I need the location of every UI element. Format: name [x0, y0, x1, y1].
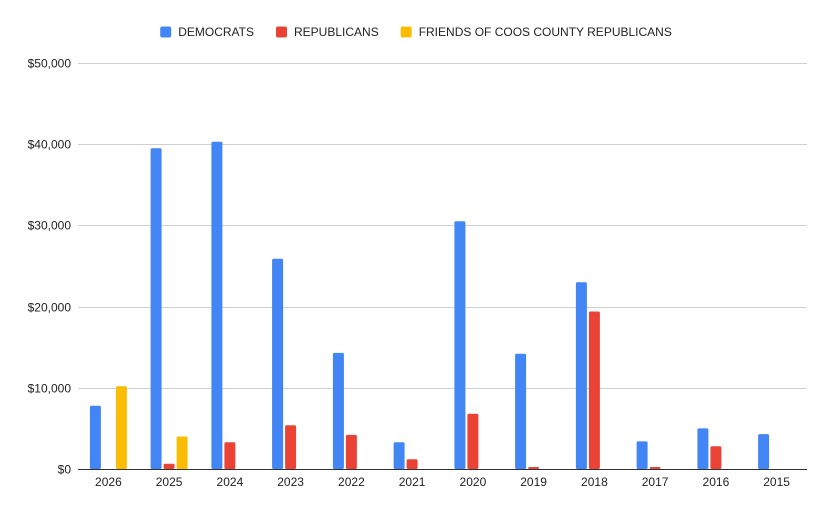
bar-democrats-2016[interactable] [697, 428, 709, 469]
x-tick-label-2015: 2015 [763, 475, 790, 489]
bars [89, 141, 770, 470]
x-tick-label-2023: 2023 [277, 475, 304, 489]
legend-swatch [400, 26, 412, 38]
y-tick-label: $10,000 [28, 382, 72, 396]
x-tick-label-2017: 2017 [642, 475, 669, 489]
bar-republicans-2020[interactable] [467, 413, 479, 469]
bar-democrats-2025[interactable] [150, 148, 162, 470]
x-tick-label-2021: 2021 [399, 475, 426, 489]
bar-democrats-2019[interactable] [515, 353, 527, 469]
legend-label: REPUBLICANS [294, 25, 379, 39]
legend: DEMOCRATS REPUBLICANS FRIENDS OF COOS COUN… [160, 25, 672, 39]
legend-swatch [276, 26, 287, 38]
bar-republicans-2022[interactable] [345, 434, 357, 469]
legend-item-republicans[interactable]: REPUBLICANS [276, 25, 379, 39]
gridlines [78, 63, 807, 470]
bar-republicans-2016[interactable] [710, 446, 722, 469]
bar-republicans-2018[interactable] [588, 311, 600, 470]
bar-democrats-2024[interactable] [211, 141, 223, 470]
bar-friends-of-coos-county-republicans-2025[interactable] [176, 436, 188, 470]
y-tick-label: $40,000 [28, 138, 72, 152]
bar-friends-of-coos-county-republicans-2026[interactable] [115, 386, 127, 469]
bar-republicans-2024[interactable] [224, 442, 236, 469]
bar-republicans-2023[interactable] [285, 425, 297, 469]
x-axis: 2026 2025 2024 2023 2022 2021 2020 2019 2018 2017… [95, 475, 790, 489]
bar-democrats-2018[interactable] [575, 282, 587, 469]
y-tick-label: $50,000 [28, 57, 72, 71]
y-tick-label: $30,000 [28, 219, 72, 233]
x-tick-label-2018: 2018 [581, 475, 608, 489]
legend-label: DEMOCRATS [178, 25, 254, 39]
bar-democrats-2015[interactable] [758, 434, 770, 469]
legend-swatch [160, 26, 172, 38]
x-tick-label-2026: 2026 [95, 475, 122, 489]
bar-democrats-2023[interactable] [272, 258, 284, 469]
y-tick-label: $0 [58, 463, 72, 477]
bar-republicans-2017[interactable] [649, 467, 661, 469]
x-tick-label-2020: 2020 [460, 475, 487, 489]
y-axis: $0 $10,000 $20,000 $30,000 $40,000 $50,000 [28, 57, 72, 477]
x-tick-label-2016: 2016 [703, 475, 730, 489]
x-tick-label-2022: 2022 [338, 475, 365, 489]
x-tick-label-2025: 2025 [156, 475, 183, 489]
legend-item-friends-of-coos-county-republicans[interactable]: FRIENDS OF COOS COUNTY REPUBLICANS [400, 25, 672, 39]
bar-democrats-2021[interactable] [393, 442, 405, 469]
bar-democrats-2017[interactable] [636, 441, 648, 469]
legend-item-democrats[interactable]: DEMOCRATS [160, 25, 254, 39]
bar-republicans-2025[interactable] [163, 463, 175, 469]
bar-democrats-2026[interactable] [89, 405, 101, 469]
y-tick-label: $20,000 [28, 301, 72, 315]
x-tick-label-2019: 2019 [520, 475, 547, 489]
x-tick-label-2024: 2024 [217, 475, 244, 489]
bar-democrats-2020[interactable] [454, 221, 466, 469]
bar-republicans-2019[interactable] [528, 467, 540, 469]
bar-democrats-2022[interactable] [332, 352, 344, 469]
legend-label: FRIENDS OF COOS COUNTY REPUBLICANS [419, 25, 672, 39]
bar-republicans-2021[interactable] [406, 459, 418, 469]
